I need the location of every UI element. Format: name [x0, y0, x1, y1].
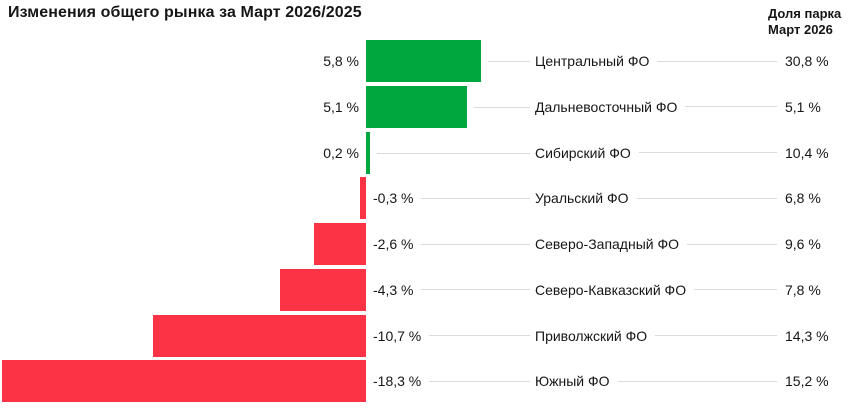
region-label-group: Южный ФО	[535, 358, 777, 404]
chart-row: -4,3 % Северо-Кавказский ФО 7,8 %	[0, 267, 850, 313]
negative-change-bar	[280, 268, 366, 311]
chart-row: -2,6 % Северо-Западный ФО 9,6 %	[0, 221, 850, 267]
change-value-group: -4,3 %	[373, 267, 530, 313]
positive-change-bar	[366, 40, 481, 83]
negative-change-bar	[2, 360, 366, 403]
share-column-header-line2: Март 2026	[768, 22, 833, 37]
negative-change-bar	[153, 314, 366, 357]
chart-row: -18,3 % Южный ФО 15,2 %	[0, 358, 850, 404]
negative-change-bar	[360, 177, 366, 220]
region-label-group: Сибирский ФО	[535, 130, 777, 176]
region-label-group: Уральский ФО	[535, 175, 777, 221]
chart-row: -0,3 % Уральский ФО 6,8 %	[0, 175, 850, 221]
share-value-label: 9,6 %	[785, 236, 821, 253]
region-label: Дальневосточный ФО	[535, 98, 678, 115]
leader-line	[377, 152, 530, 154]
change-value-label: 5,8 %	[323, 53, 359, 70]
positive-change-bar	[366, 85, 467, 128]
chart-row: 5,1 % Дальневосточный ФО 5,1 %	[0, 84, 850, 130]
change-value-label: -4,3 %	[373, 281, 414, 298]
share-value-label: 14,3 %	[785, 327, 829, 344]
chart-title: Изменения общего рынка за Март 2026/2025	[8, 4, 362, 21]
region-label: Сибирский ФО	[535, 144, 631, 161]
change-value-label: -18,3 %	[373, 373, 422, 390]
leader-line	[421, 289, 530, 291]
leader-line	[655, 335, 777, 337]
leader-line	[636, 197, 777, 199]
share-column-header: Доля парка Март 2026	[768, 6, 841, 38]
leader-line	[638, 152, 777, 154]
leader-line	[474, 106, 530, 108]
leader-line	[687, 243, 777, 245]
leader-line	[657, 60, 777, 62]
share-value-label: 5,1 %	[785, 98, 821, 115]
share-value-label: 7,8 %	[785, 281, 821, 298]
change-value-label: -2,6 %	[373, 236, 414, 253]
leader-line	[429, 335, 530, 337]
chart-row: 5,8 % Центральный ФО 30,8 %	[0, 38, 850, 84]
region-label: Северо-Кавказский ФО	[535, 281, 687, 298]
region-label: Северо-Западный ФО	[535, 236, 680, 253]
region-label: Южный ФО	[535, 373, 610, 390]
change-value-group: -10,7 %	[373, 313, 530, 359]
share-value-label: 15,2 %	[785, 373, 829, 390]
leader-line	[617, 380, 777, 382]
region-label: Приволжский ФО	[535, 327, 648, 344]
leader-line	[685, 106, 777, 108]
share-value-label: 10,4 %	[785, 144, 829, 161]
chart-row: -10,7 % Приволжский ФО 14,3 %	[0, 313, 850, 359]
change-value-label: -0,3 %	[373, 190, 414, 207]
region-label-group: Центральный ФО	[535, 38, 777, 84]
chart-row: 0,2 % Сибирский ФО 10,4 %	[0, 130, 850, 176]
change-value-group: -18,3 %	[373, 358, 530, 404]
change-value-group: -0,3 %	[373, 175, 530, 221]
share-column-header-line1: Доля парка	[768, 6, 842, 21]
region-label-group: Дальневосточный ФО	[535, 84, 777, 130]
region-label: Уральский ФО	[535, 190, 629, 207]
region-label: Центральный ФО	[535, 53, 650, 70]
leader-line	[488, 61, 530, 63]
change-value-label: 5,1 %	[323, 98, 359, 115]
change-value-label: 0,2 %	[323, 144, 359, 161]
leader-line	[421, 197, 530, 199]
change-value-label: -10,7 %	[373, 327, 422, 344]
negative-change-bar	[314, 223, 366, 266]
change-value-group: -2,6 %	[373, 221, 530, 267]
region-label-group: Северо-Кавказский ФО	[535, 267, 777, 313]
share-value-label: 6,8 %	[785, 190, 821, 207]
region-label-group: Приволжский ФО	[535, 313, 777, 359]
leader-line	[694, 289, 777, 291]
positive-change-bar	[366, 131, 370, 174]
leader-line	[421, 243, 530, 245]
leader-line	[429, 380, 530, 382]
region-label-group: Северо-Западный ФО	[535, 221, 777, 267]
share-value-label: 30,8 %	[785, 53, 829, 70]
